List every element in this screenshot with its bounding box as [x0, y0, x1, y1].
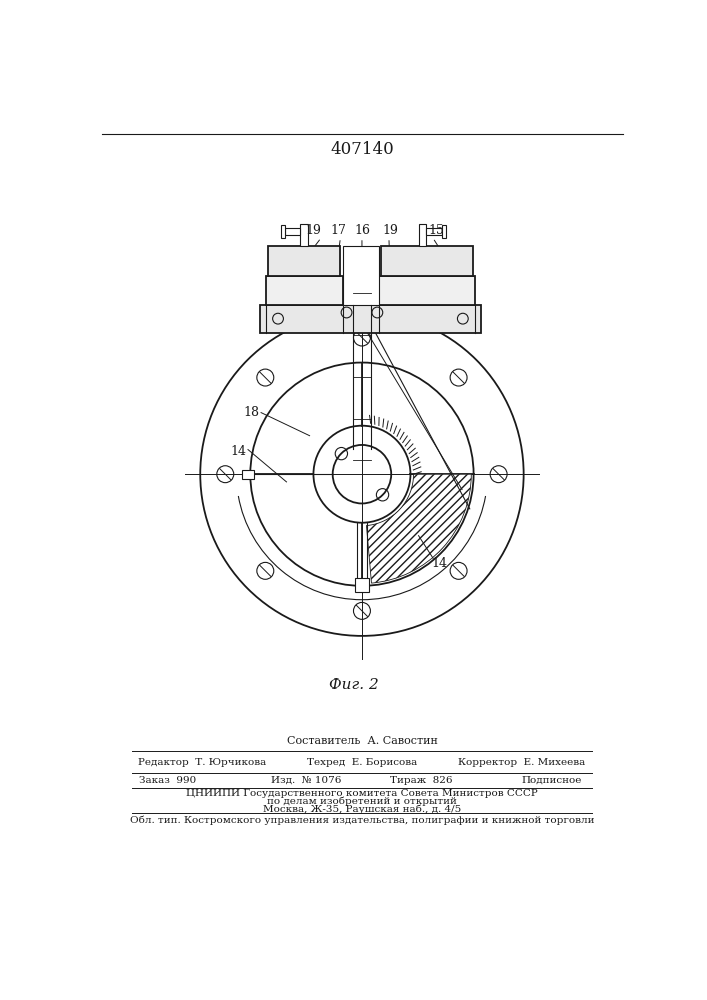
Text: Москва, Ж-35, Раушская наб., д. 4/5: Москва, Ж-35, Раушская наб., д. 4/5 — [263, 804, 462, 814]
Text: Техред  Е. Борисова: Техред Е. Борисова — [308, 758, 417, 767]
Bar — [281, 225, 285, 238]
Text: ЦНИИПИ Государственного комитета Совета Министров СССР: ЦНИИПИ Государственного комитета Совета … — [187, 789, 538, 798]
Text: Редактор  Т. Юрчикова: Редактор Т. Юрчикова — [138, 758, 266, 767]
Text: Фиг. 2: Фиг. 2 — [329, 678, 379, 692]
Text: Корректор  Е. Михеева: Корректор Е. Михеева — [457, 758, 585, 767]
Bar — [355, 578, 369, 592]
Bar — [266, 276, 343, 305]
Bar — [242, 470, 254, 479]
Text: Подписное: Подписное — [522, 776, 583, 785]
Text: 18: 18 — [244, 406, 260, 419]
Bar — [300, 224, 308, 246]
Text: 15: 15 — [428, 224, 445, 237]
Text: 14: 14 — [431, 557, 448, 570]
Bar — [285, 228, 300, 235]
Bar — [379, 276, 475, 305]
Bar — [426, 228, 442, 235]
Bar — [259, 305, 481, 333]
Text: 407140: 407140 — [330, 141, 395, 158]
Bar — [419, 224, 426, 246]
Wedge shape — [366, 474, 472, 583]
Text: Изд.  № 1076: Изд. № 1076 — [271, 776, 341, 785]
Bar — [268, 246, 340, 276]
Bar — [381, 246, 473, 276]
Text: Тираж  826: Тираж 826 — [390, 776, 452, 785]
Text: 16: 16 — [354, 224, 370, 237]
Text: 14: 14 — [230, 445, 247, 458]
Bar — [343, 246, 379, 305]
Text: Обл. тип. Костромского управления издательства, полиграфии и книжной торговли: Обл. тип. Костромского управления издате… — [130, 816, 595, 825]
Text: 19: 19 — [382, 224, 398, 237]
Text: 19: 19 — [305, 224, 322, 237]
Text: по делам изобретений и открытий: по делам изобретений и открытий — [267, 797, 457, 806]
Bar — [442, 225, 445, 238]
Text: Заказ  990: Заказ 990 — [139, 776, 196, 785]
Text: Составитель  А. Савостин: Составитель А. Савостин — [287, 736, 438, 746]
Text: 17: 17 — [331, 224, 347, 237]
